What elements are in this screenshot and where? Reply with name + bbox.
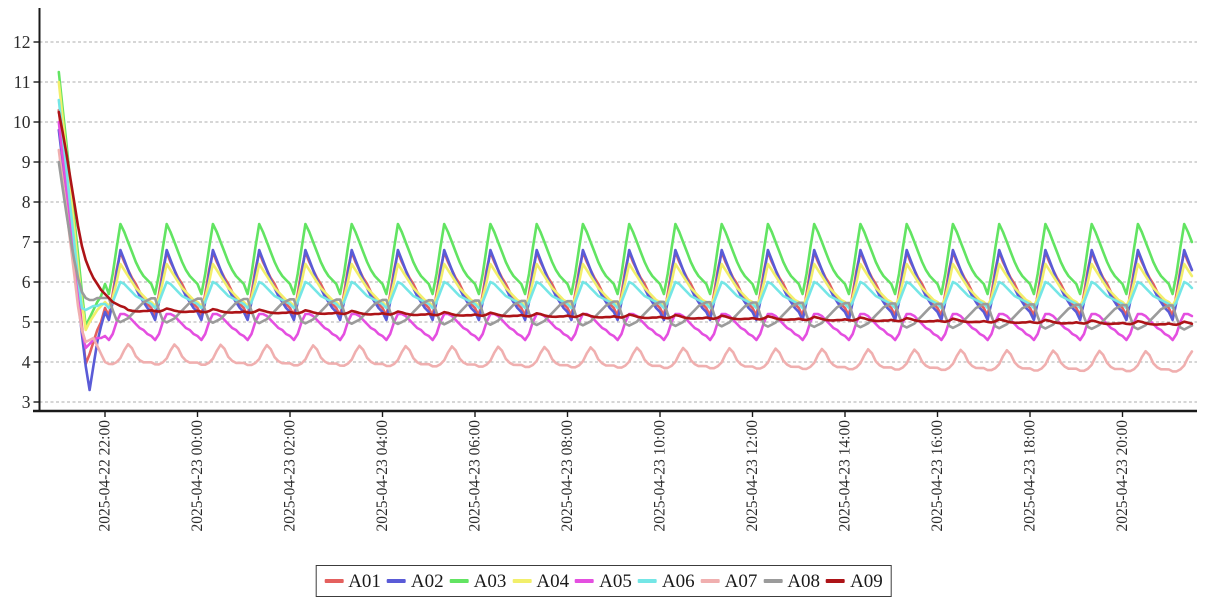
y-tick-label-8: 8: [22, 192, 31, 212]
legend-swatch-a05: [575, 579, 595, 583]
y-tick-label-10: 10: [13, 112, 31, 132]
x-tick-label-9: 2025-04-23 16:00: [929, 420, 946, 532]
legend-label-a02: A02: [410, 570, 444, 592]
legend-item-a04: A04: [512, 572, 569, 591]
x-tick-label-10: 2025-04-23 18:00: [1022, 420, 1039, 532]
legend-item-a03: A03: [449, 570, 507, 592]
legend-swatch-a02: [386, 579, 406, 583]
legend-swatch-a01: [324, 579, 344, 583]
x-tick-label-7: 2025-04-23 12:00: [744, 420, 761, 532]
y-tick-label-5: 5: [22, 312, 31, 332]
legend-item-a07: A07: [700, 570, 758, 592]
x-tick-label-2: 2025-04-23 02:00: [282, 420, 299, 532]
legend-item-a05: A05: [575, 572, 632, 591]
legend-item-a01: A01: [324, 572, 381, 591]
legend-label-a04: A04: [536, 570, 570, 592]
legend-item-a08: A08: [763, 572, 820, 591]
y-tick-label-4: 4: [22, 352, 31, 372]
legend-swatch-a06: [637, 579, 657, 583]
x-tick-label-6: 2025-04-23 10:00: [652, 420, 669, 532]
series-line-a07: [57, 148, 1194, 373]
legend-swatch-a03: [449, 579, 469, 583]
x-tick-label-4: 2025-04-23 06:00: [467, 420, 484, 532]
x-tick-label-11: 2025-04-23 20:00: [1114, 420, 1131, 532]
y-tick-label-12: 12: [13, 32, 31, 52]
legend-swatch-a09: [826, 579, 846, 583]
series-line-a05: [57, 120, 1194, 350]
legend: A01 A02 A03 A04 A05 A06 A07 A08 A09: [315, 565, 892, 597]
legend-label-a08: A08: [787, 570, 821, 592]
legend-swatch-a04: [512, 579, 532, 583]
legend-item-a09: A09: [826, 572, 883, 591]
x-tick-label-5: 2025-04-23 08:00: [559, 420, 576, 532]
legend-item-a02: A02: [386, 570, 444, 592]
series-line-a09: [57, 110, 1194, 327]
x-tick-label-1: 2025-04-23 00:00: [189, 420, 206, 532]
y-tick-label-3: 3: [22, 392, 31, 412]
y-tick-label-9: 9: [22, 152, 31, 172]
legend-swatch-a07: [700, 579, 720, 583]
y-tick-label-6: 6: [22, 272, 31, 292]
legend-item-a06: A06: [637, 570, 695, 592]
series-line-a02: [57, 128, 1194, 392]
legend-label-a06: A06: [661, 570, 695, 592]
legend-label-a05: A05: [599, 570, 632, 592]
legend-label-a07: A07: [724, 570, 758, 592]
legend-label-a01: A01: [348, 570, 381, 592]
y-tick-label-7: 7: [22, 232, 31, 252]
x-tick-label-8: 2025-04-23 14:00: [837, 420, 854, 532]
legend-swatch-a08: [763, 579, 783, 583]
x-tick-label-3: 2025-04-23 04:00: [374, 420, 391, 532]
y-tick-label-11: 11: [14, 72, 31, 92]
x-tick-label-0: 2025-04-22 22:00: [97, 420, 114, 532]
series-line-a08: [57, 160, 1194, 331]
legend-label-a03: A03: [473, 570, 507, 592]
legend-label-a09: A09: [850, 570, 883, 592]
series-line-a06: [57, 98, 1194, 312]
series-line-a03: [57, 70, 1194, 328]
